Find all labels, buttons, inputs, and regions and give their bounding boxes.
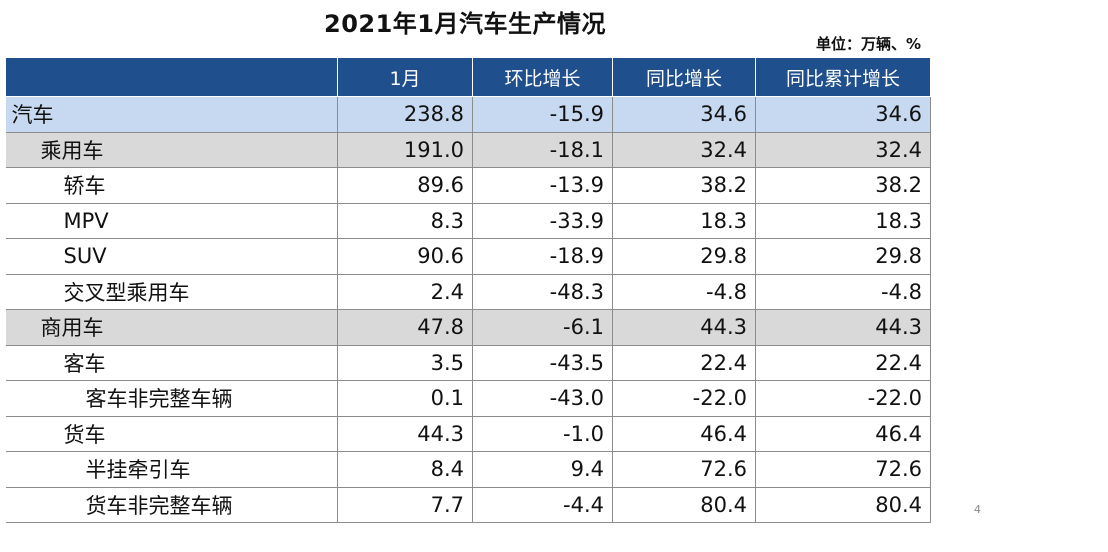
cell-value: 44.3: [337, 416, 473, 452]
row-label: SUV: [5, 238, 338, 275]
header-category: [5, 57, 338, 97]
table-row: 交叉型乘用车 2.4 -48.3 -4.8 -4.8: [5, 274, 931, 310]
table-row: 汽车 238.8 -15.9 34.6 34.6: [5, 96, 931, 133]
table-row: 货车非完整车辆 7.7 -4.4 80.4 80.4: [5, 487, 931, 523]
row-label: 货车: [5, 416, 338, 452]
cell-value: 238.8: [337, 96, 473, 133]
page-number: 4: [974, 503, 981, 516]
cell-value: 80.4: [755, 487, 931, 523]
cell-value: -4.8: [612, 274, 756, 310]
cell-value: 89.6: [337, 167, 473, 204]
cell-value: 90.6: [337, 238, 473, 275]
cell-value: 3.5: [337, 345, 473, 381]
header-ytd-yoy-growth: 同比累计增长: [755, 57, 931, 97]
cell-value: 34.6: [755, 96, 931, 133]
table-row: 客车非完整车辆 0.1 -43.0 -22.0 -22.0: [5, 380, 931, 417]
cell-value: 32.4: [612, 132, 756, 168]
header-month: 1月: [337, 57, 473, 97]
cell-value: -13.9: [472, 167, 613, 204]
row-label: 商用车: [5, 309, 338, 346]
header-yoy-growth: 同比增长: [612, 57, 756, 97]
cell-value: 47.8: [337, 309, 473, 346]
table-row: 轿车 89.6 -13.9 38.2 38.2: [5, 167, 931, 204]
table-row: SUV 90.6 -18.9 29.8 29.8: [5, 238, 931, 275]
table-row: 货车 44.3 -1.0 46.4 46.4: [5, 416, 931, 452]
cell-value: 44.3: [755, 309, 931, 346]
cell-value: -1.0: [472, 416, 613, 452]
cell-value: 29.8: [755, 238, 931, 275]
table-row: 商用车 47.8 -6.1 44.3 44.3: [5, 309, 931, 346]
cell-value: 72.6: [612, 451, 756, 488]
cell-value: 38.2: [612, 167, 756, 204]
row-label: 乘用车: [5, 132, 338, 168]
cell-value: 9.4: [472, 451, 613, 488]
table-row: 客车 3.5 -43.5 22.4 22.4: [5, 345, 931, 381]
cell-value: -6.1: [472, 309, 613, 346]
table-row: MPV 8.3 -33.9 18.3 18.3: [5, 203, 931, 239]
cell-value: 72.6: [755, 451, 931, 488]
cell-value: 8.4: [337, 451, 473, 488]
page-title: 2021年1月汽车生产情况: [324, 10, 606, 38]
cell-value: -4.4: [472, 487, 613, 523]
cell-value: -22.0: [612, 380, 756, 417]
cell-value: 2.4: [337, 274, 473, 310]
cell-value: 191.0: [337, 132, 473, 168]
cell-value: 44.3: [612, 309, 756, 346]
header-mom-growth: 环比增长: [472, 57, 613, 97]
cell-value: 22.4: [612, 345, 756, 381]
table-row: 半挂牵引车 8.4 9.4 72.6 72.6: [5, 451, 931, 488]
cell-value: -33.9: [472, 203, 613, 239]
cell-value: -18.1: [472, 132, 613, 168]
row-label: MPV: [5, 203, 338, 239]
cell-value: 46.4: [612, 416, 756, 452]
cell-value: 18.3: [755, 203, 931, 239]
cell-value: 38.2: [755, 167, 931, 204]
row-label: 客车: [5, 345, 338, 381]
table-row: 乘用车 191.0 -18.1 32.4 32.4: [5, 132, 931, 168]
row-label: 交叉型乘用车: [5, 274, 338, 310]
cell-value: -22.0: [755, 380, 931, 417]
cell-value: 29.8: [612, 238, 756, 275]
cell-value: 80.4: [612, 487, 756, 523]
cell-value: 46.4: [755, 416, 931, 452]
cell-value: 7.7: [337, 487, 473, 523]
cell-value: -18.9: [472, 238, 613, 275]
row-label: 轿车: [5, 167, 338, 204]
cell-value: -15.9: [472, 96, 613, 133]
cell-value: -48.3: [472, 274, 613, 310]
cell-value: -4.8: [755, 274, 931, 310]
cell-value: -43.5: [472, 345, 613, 381]
row-label: 半挂牵引车: [5, 451, 338, 488]
cell-value: -43.0: [472, 380, 613, 417]
cell-value: 0.1: [337, 380, 473, 417]
cell-value: 34.6: [612, 96, 756, 133]
production-table: 1月 环比增长 同比增长 同比累计增长 汽车 238.8 -15.9 34.6 34.6…: [5, 57, 931, 523]
cell-value: 8.3: [337, 203, 473, 239]
cell-value: 22.4: [755, 345, 931, 381]
unit-label: 单位：万辆、%: [815, 35, 921, 53]
row-label: 货车非完整车辆: [5, 487, 338, 523]
header-row: 1月 环比增长 同比增长 同比累计增长: [5, 57, 931, 97]
row-label: 客车非完整车辆: [5, 380, 338, 417]
cell-value: 32.4: [755, 132, 931, 168]
row-label: 汽车: [5, 96, 338, 133]
cell-value: 18.3: [612, 203, 756, 239]
